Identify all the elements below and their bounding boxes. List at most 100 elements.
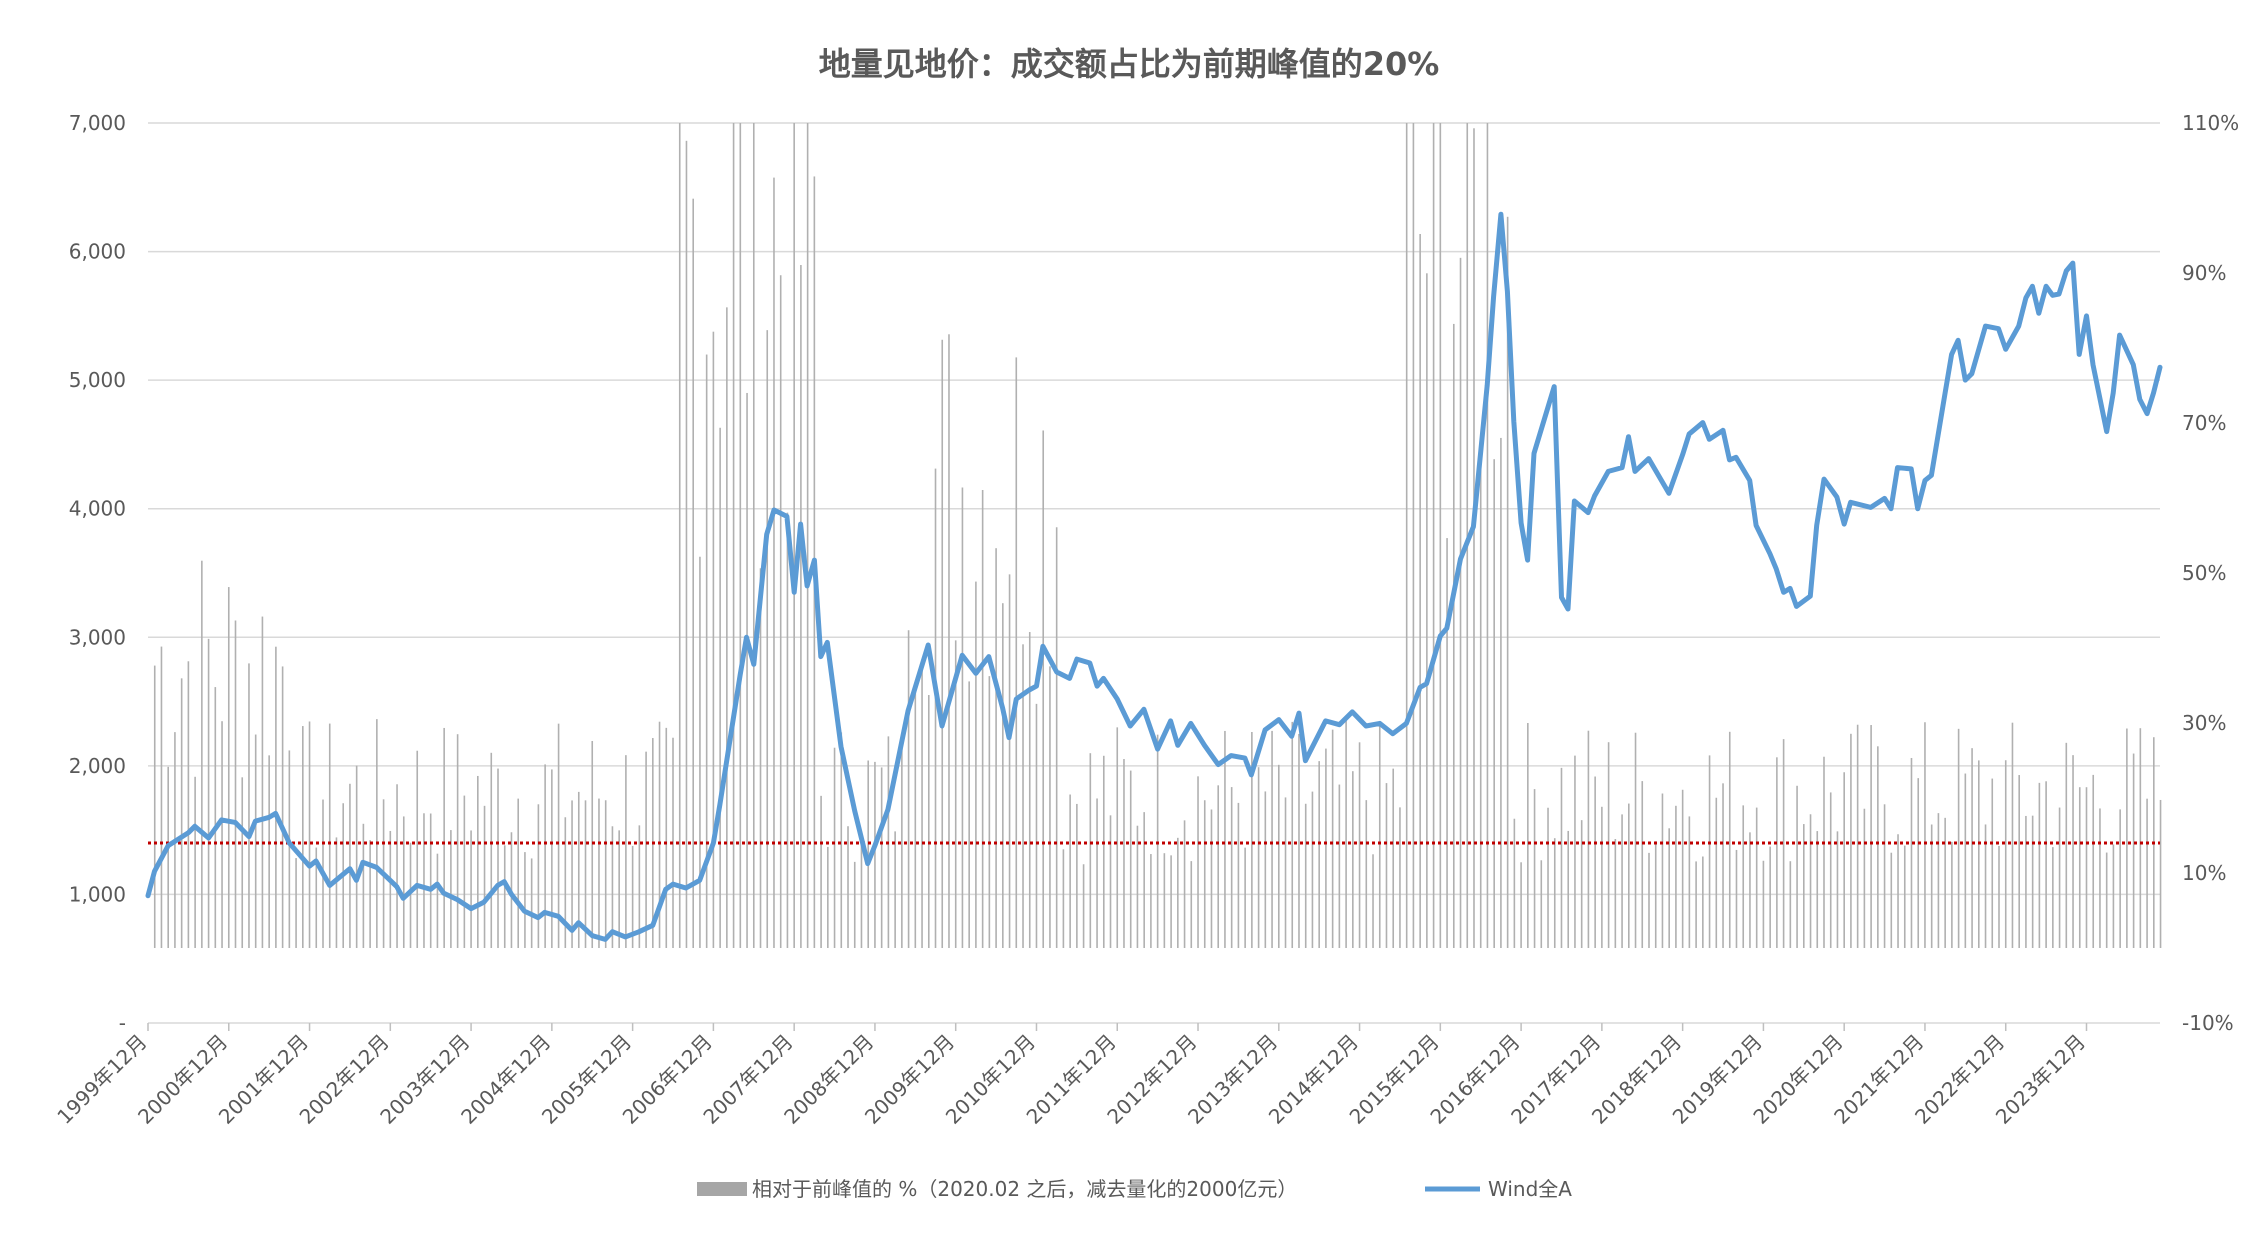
bar: [1742, 805, 1745, 948]
bar: [1062, 849, 1065, 948]
bar: [227, 587, 230, 948]
bar: [678, 123, 681, 948]
bar: [1513, 818, 1516, 948]
bar: [1123, 759, 1125, 948]
bar: [773, 177, 775, 949]
bar: [894, 831, 896, 948]
bar: [308, 721, 311, 948]
bar: [1230, 787, 1233, 948]
legend: 相对于前峰值的 %（2020.02 之后，减去量化的2000亿元） Wind全A: [697, 1177, 1572, 1201]
left-tick-label: 7,000: [69, 111, 126, 135]
bar: [833, 747, 836, 948]
bar: [376, 719, 378, 948]
bar: [1217, 785, 1220, 948]
legend-label-bar: 相对于前峰值的 %（2020.02 之后，减去量化的2000亿元）: [752, 1177, 1297, 1201]
bar: [1614, 839, 1617, 948]
bar: [490, 752, 493, 948]
bar: [1486, 123, 1489, 948]
bar: [988, 676, 991, 948]
bar: [1008, 574, 1011, 948]
bar: [160, 646, 163, 948]
bar: [369, 840, 371, 948]
bar: [483, 805, 486, 948]
bar: [1944, 817, 1946, 948]
bar: [1527, 723, 1529, 948]
bar: [827, 846, 829, 948]
bar: [2159, 799, 2162, 948]
bar: [820, 795, 822, 948]
bar: [1156, 734, 1159, 948]
bar: [167, 766, 169, 948]
bar: [1358, 742, 1361, 948]
bar: [470, 830, 472, 948]
bar: [1271, 730, 1273, 948]
bar: [1755, 807, 1758, 948]
bar: [1399, 807, 1401, 948]
bar: [1877, 746, 1879, 948]
bar: [1917, 778, 1920, 948]
bar: [1580, 820, 1583, 948]
bar: [631, 845, 634, 948]
bar: [477, 775, 479, 948]
bar: [1197, 776, 1199, 948]
bar: [1749, 832, 1751, 948]
bar: [1836, 831, 1839, 948]
bar: [995, 548, 997, 948]
bar: [571, 800, 573, 948]
bar: [1116, 727, 1119, 948]
bar: [503, 845, 506, 948]
bar: [1540, 860, 1543, 948]
right-axis-ticks: 110% 90% 70% 50% 30% 10% -10%: [2182, 111, 2239, 1035]
bar: [719, 427, 721, 948]
bar: [705, 354, 708, 948]
bar: [1796, 785, 1798, 948]
left-tick-label: 1,000: [69, 882, 126, 906]
bar: [1277, 764, 1280, 948]
bar: [1405, 123, 1408, 948]
bar: [625, 755, 627, 948]
bar: [880, 767, 883, 948]
bar: [2112, 844, 2115, 948]
bar: [1594, 776, 1596, 948]
bar: [1897, 834, 1899, 948]
bar: [1681, 789, 1684, 948]
bar: [1634, 732, 1637, 948]
bar: [1331, 729, 1334, 948]
bar: [954, 640, 957, 948]
bar: [275, 646, 277, 948]
bar: [948, 334, 950, 948]
left-tick-label: 3,000: [69, 625, 126, 649]
bar: [1648, 852, 1650, 948]
bar: [2105, 852, 2108, 948]
bar: [1553, 838, 1556, 948]
bar: [1365, 800, 1368, 948]
bar: [1978, 760, 1980, 948]
bar: [1257, 767, 1260, 948]
bar: [1493, 459, 1495, 948]
bar: [901, 742, 903, 948]
wind-all-a-line: [145, 211, 2163, 942]
bar: [1695, 861, 1697, 948]
bar: [1964, 773, 1967, 948]
bar: [732, 123, 735, 948]
bar: [1654, 841, 1657, 948]
bar: [288, 750, 291, 948]
bar: [746, 392, 748, 948]
bar: [1856, 724, 1859, 948]
bar: [241, 777, 244, 948]
bar: [456, 734, 459, 948]
bar: [2092, 774, 2095, 948]
bar: [1035, 703, 1038, 948]
bar: [611, 826, 614, 948]
bar: [2072, 755, 2074, 948]
bar: [409, 842, 412, 948]
bar: [180, 678, 183, 948]
bar: [1520, 862, 1522, 948]
right-tick-label: 110%: [2182, 111, 2239, 135]
bar: [1325, 748, 1327, 948]
bar: [1298, 733, 1300, 948]
bar: [1096, 798, 1098, 948]
bar: [1163, 853, 1166, 948]
bar: [335, 837, 338, 948]
